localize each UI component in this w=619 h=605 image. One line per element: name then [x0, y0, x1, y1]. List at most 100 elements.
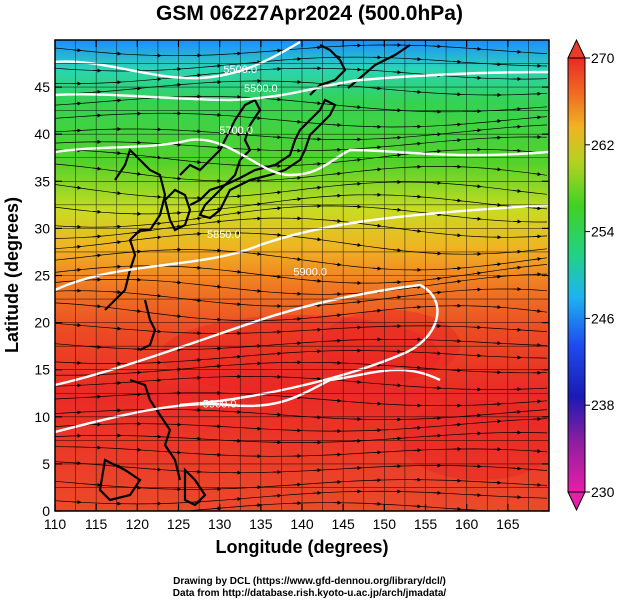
credit-data: Data from http://database.rish.kyoto-u.a…: [172, 588, 447, 599]
wind-arrow: [412, 141, 422, 146]
wind-arrow: [332, 219, 342, 224]
wind-arrow: [232, 210, 242, 215]
y-tick-label: 40: [34, 126, 50, 142]
y-tick-label: 35: [34, 173, 50, 189]
streamline: [55, 490, 548, 505]
y-tick-label: 20: [34, 315, 50, 331]
wind-arrow: [312, 161, 322, 166]
y-tick-label: 10: [34, 409, 50, 425]
colorbar-tick-label: 270: [591, 50, 615, 66]
y-tick-label: 15: [34, 362, 50, 378]
streamline: [55, 181, 548, 199]
wind-arrow: [452, 279, 462, 284]
wind-arrow: [252, 251, 262, 256]
wind-arrow: [232, 269, 242, 274]
wind-arrow: [392, 153, 402, 158]
colorbar: 230 238 246 254 262 270: [567, 38, 615, 512]
streamline: [55, 67, 548, 85]
contour-label: 5700.0: [219, 125, 253, 137]
credits: Drawing by DCL (https://www.gfd-dennou.o…: [0, 576, 619, 600]
x-tick-label: 130: [208, 516, 232, 532]
wind-arrow: [312, 278, 322, 283]
wind-arrow: [72, 101, 82, 106]
wind-arrow: [292, 57, 302, 62]
wind-arrow: [532, 399, 542, 404]
wind-arrow: [152, 194, 162, 199]
wind-arrow: [172, 176, 182, 181]
wind-arrow: [312, 237, 322, 242]
wind-arrow: [272, 97, 282, 102]
wind-arrow: [72, 185, 82, 190]
y-axis-title: Latitude (degrees): [2, 197, 22, 353]
wind-arrow: [132, 309, 142, 314]
streamline: [55, 264, 548, 284]
wind-arrow: [392, 207, 402, 212]
wind-arrow: [392, 248, 402, 253]
streamline: [55, 323, 548, 334]
wind-arrow: [232, 194, 242, 199]
x-tick-label: 115: [85, 516, 108, 532]
warm-region: [160, 315, 440, 395]
wind-arrow: [312, 101, 322, 106]
wind-arrow: [172, 67, 182, 72]
streamline: [55, 288, 548, 307]
wind-arrow: [152, 378, 162, 383]
wind-arrow: [432, 276, 442, 281]
wind-arrow: [72, 267, 82, 272]
colorbar-tick-label: 254: [591, 224, 615, 240]
wind-arrow: [72, 461, 82, 466]
x-tick-label: 120: [126, 516, 150, 532]
wind-arrow: [332, 313, 342, 318]
wind-arrow: [152, 221, 162, 226]
wind-arrow: [232, 51, 242, 56]
wind-arrow: [372, 266, 382, 271]
wind-arrow: [532, 115, 542, 120]
wind-arrow: [432, 149, 442, 154]
wind-arrow: [72, 48, 82, 53]
wind-arrow: [192, 358, 202, 363]
wind-arrow: [272, 190, 282, 195]
wind-arrow: [512, 265, 522, 270]
x-tick-label: 160: [455, 516, 479, 532]
wind-arrow: [412, 284, 422, 289]
contour-label: 5900.0: [293, 267, 327, 279]
wind-arrow: [412, 305, 422, 310]
wind-arrow: [152, 77, 162, 82]
x-tick-label: 155: [414, 516, 438, 532]
wind-arrow: [472, 46, 482, 51]
wind-arrow: [452, 266, 462, 271]
wind-arrow: [452, 233, 462, 238]
wind-arrow: [292, 119, 302, 124]
wind-arrow: [72, 323, 82, 328]
wind-arrow: [192, 216, 202, 221]
x-tick-label: 145: [331, 516, 355, 532]
wind-arrow: [412, 89, 422, 94]
wind-arrow: [332, 262, 342, 267]
wind-arrow: [152, 235, 162, 240]
wind-arrow: [512, 49, 522, 54]
x-axis: 110 115 120 125 130 135 140 145 150 155 160 165: [44, 40, 520, 532]
wind-arrow: [292, 257, 302, 262]
streamline: [55, 124, 548, 140]
streamline: [55, 409, 548, 420]
wind-arrow: [412, 194, 422, 199]
colorbar-lower-triangle: [567, 491, 586, 512]
wind-arrow: [392, 383, 402, 388]
y-tick-label: 0: [42, 503, 50, 519]
wind-arrow: [372, 167, 382, 172]
x-axis-title: Longitude (degrees): [215, 537, 388, 557]
streamline: [55, 149, 548, 167]
wind-arrow: [472, 413, 482, 418]
wind-arrow: [452, 198, 462, 203]
wind-arrow: [192, 160, 202, 165]
contour-label: 5900.0: [203, 398, 237, 410]
y-tick-label: 45: [34, 79, 50, 95]
wind-arrow: [372, 86, 382, 91]
wind-arrow: [512, 188, 522, 193]
wind-arrow: [452, 122, 462, 127]
wind-arrow: [512, 327, 522, 332]
wind-arrow: [172, 142, 182, 147]
wind-arrow: [532, 206, 542, 211]
x-tick-label: 110: [44, 516, 67, 532]
wind-arrow: [172, 280, 182, 285]
